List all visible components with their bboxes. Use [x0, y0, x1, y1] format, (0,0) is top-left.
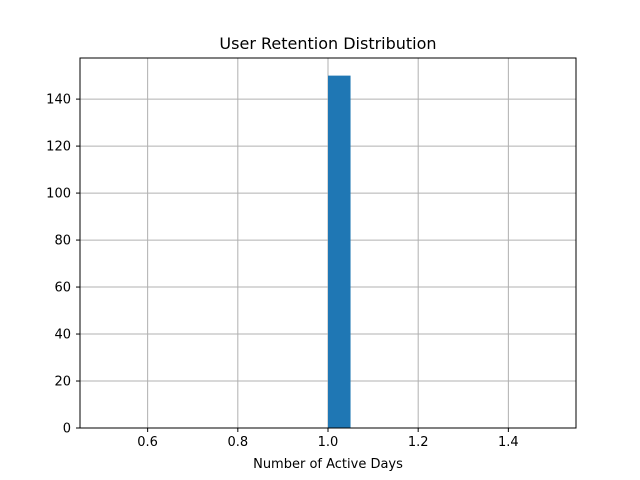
y-tick-label-1: 20: [54, 375, 71, 390]
chart-title: User Retention Distribution: [219, 34, 436, 53]
y-tick-label-4: 80: [54, 234, 71, 249]
x-tick-label-4: 1.4: [498, 435, 519, 450]
x-tick-label-0: 0.6: [137, 435, 158, 450]
y-tick-label-2: 40: [54, 328, 71, 343]
x-tick-label-2: 1.0: [318, 435, 339, 450]
bars: [328, 75, 351, 428]
x-axis-title: Number of Active Days: [253, 457, 403, 472]
y-tick-label-5: 100: [46, 187, 71, 202]
x-tick-label-3: 1.2: [408, 435, 429, 450]
ticks: 0.6 0.8 1.0 1.2 1.4 0 20 40 60 80 100 120 140: [46, 93, 519, 450]
histogram-bar-0: [328, 75, 351, 428]
y-tick-label-0: 0: [63, 422, 71, 437]
y-tick-label-7: 140: [46, 93, 71, 108]
y-tick-label-6: 120: [46, 140, 71, 155]
x-tick-label-1: 0.8: [227, 435, 248, 450]
y-tick-label-3: 60: [54, 281, 71, 296]
